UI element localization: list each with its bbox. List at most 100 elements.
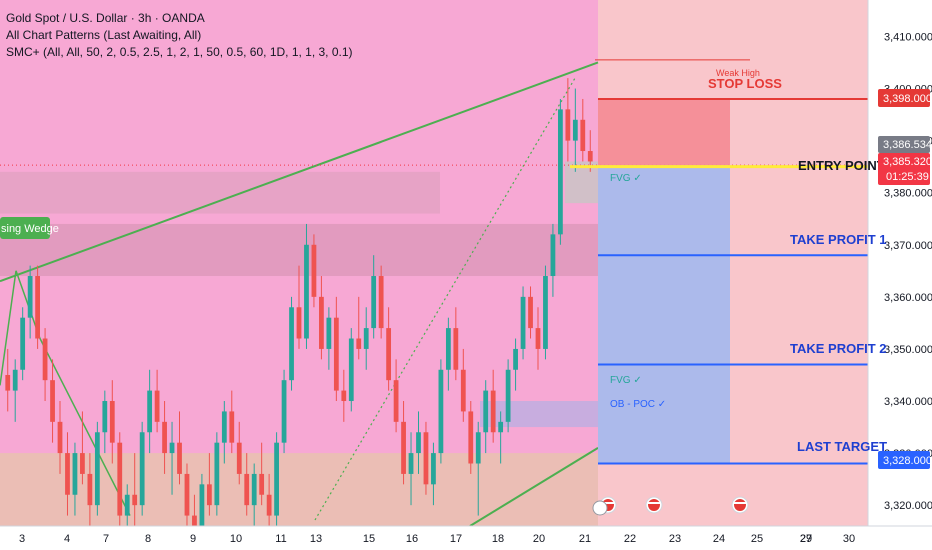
fvg-label-upper: FVG ✓ [610, 173, 642, 184]
candle-body [206, 484, 212, 506]
trade-levels [570, 59, 868, 465]
target-price-badge [878, 451, 930, 469]
time-tick-label: 20 [533, 533, 545, 545]
price-tick-label: 3,360.000 [884, 292, 932, 304]
weak-high-label: Weak High [716, 68, 760, 78]
candle-body [580, 119, 586, 152]
candle-body [266, 494, 272, 516]
patterns-indicator-label[interactable]: All Chart Patterns (Last Awaiting, All) [6, 28, 202, 42]
candle-body [169, 442, 175, 454]
time-tick-label: 7 [103, 533, 109, 545]
candle-body [438, 369, 444, 454]
price-tick-label: 3,380.000 [884, 188, 932, 200]
candle-body [333, 317, 339, 391]
candle-body [371, 276, 377, 329]
candle-body [221, 411, 227, 443]
wedge-lower-line [469, 447, 599, 527]
wedge-upper-line [0, 61, 599, 283]
candle-body [356, 338, 362, 349]
candle-body [326, 317, 332, 349]
candle-body [20, 317, 26, 370]
candle-body [251, 473, 257, 506]
time-tick-label: 21 [579, 533, 591, 545]
smc-indicator-label[interactable]: SMC+ (All, All, 50, 2, 0.5, 2.5, 1, 2, 1… [6, 45, 353, 59]
candle-body [453, 328, 459, 370]
candle-body [229, 411, 235, 443]
stop-price-text: 3,398.000 [883, 93, 932, 105]
candle-body [236, 442, 242, 474]
candle-body [587, 151, 593, 162]
us-flag-event-icon [645, 496, 663, 514]
candle-body [244, 473, 250, 506]
candle-body [296, 307, 302, 339]
candle-body [281, 380, 287, 443]
stop-loss-zone [598, 98, 730, 167]
current-price-text: 3,385.320 [883, 156, 932, 168]
candle-body [505, 369, 511, 422]
time-tick-label: 8 [145, 533, 151, 545]
candle-body [520, 296, 526, 349]
candle-body [363, 328, 369, 349]
time-tick-label: 30 [843, 533, 855, 545]
candle-body [259, 473, 265, 495]
candle-body [572, 119, 578, 141]
candle-body [162, 421, 167, 454]
price-tick-label: 3,350.000 [884, 344, 932, 356]
time-tick-label: 16 [406, 533, 418, 545]
candle-body [154, 390, 160, 422]
entry-point-label: ENTRY POINT [798, 158, 885, 173]
time-tick-label: 4 [64, 533, 70, 545]
candle-body [184, 473, 190, 516]
fvg-label-lower: FVG ✓ [610, 375, 642, 386]
candle-body [378, 276, 384, 329]
ob-poc-label: OB - POC ✓ [610, 399, 666, 410]
candle-body [468, 411, 474, 464]
candle-body [386, 328, 392, 381]
last-price-badge [878, 136, 930, 153]
time-tick-label: 23 [669, 533, 681, 545]
countdown-text: 01:25:39 [886, 171, 929, 183]
candle-body [57, 421, 63, 454]
target-price-text: 3,328.000 [883, 455, 932, 467]
time-tick-label: 15 [363, 533, 375, 545]
fvg-zone [565, 161, 598, 204]
supply-zone [0, 171, 440, 214]
event-icon-stripe [602, 502, 614, 504]
candle-body [274, 442, 279, 516]
candle-body [498, 421, 504, 433]
candle-body [416, 432, 421, 454]
candle-body [199, 484, 205, 526]
time-tick-label: 13 [310, 533, 322, 545]
candle-body [289, 307, 294, 381]
candle-body [401, 421, 406, 474]
stop-price-badge [878, 89, 930, 107]
candle-body [319, 296, 324, 349]
candle-body [102, 401, 108, 433]
candle-body [94, 432, 100, 506]
price-tick-label: 3,340.000 [884, 396, 932, 408]
time-tick-label: 3 [19, 533, 25, 545]
pattern-tag-box [0, 217, 50, 239]
candle-body [565, 109, 571, 141]
candle-body [27, 276, 33, 318]
candle-body [147, 390, 153, 433]
symbol-title[interactable]: Gold Spot / U.S. Dollar · 3h · OANDA [6, 11, 205, 25]
price-tick-label: 3,320.000 [884, 500, 932, 512]
take-profit-2-label: TAKE PROFIT 2 [790, 341, 887, 356]
candle-body [490, 390, 496, 433]
candle-body [117, 442, 123, 516]
candle-body [550, 234, 556, 277]
candle-body [5, 374, 11, 391]
time-tick-label: 29 [800, 533, 812, 545]
candle-body [109, 401, 115, 443]
time-tick-label: 25 [751, 533, 763, 545]
event-icon-fill [648, 499, 660, 511]
candle-body [528, 296, 533, 329]
candle-body [543, 276, 548, 349]
trend-dotted-line [314, 77, 576, 521]
time-tick-label: 27 [800, 533, 812, 545]
candle-body [177, 442, 182, 474]
ob-poc-zone [480, 401, 598, 428]
